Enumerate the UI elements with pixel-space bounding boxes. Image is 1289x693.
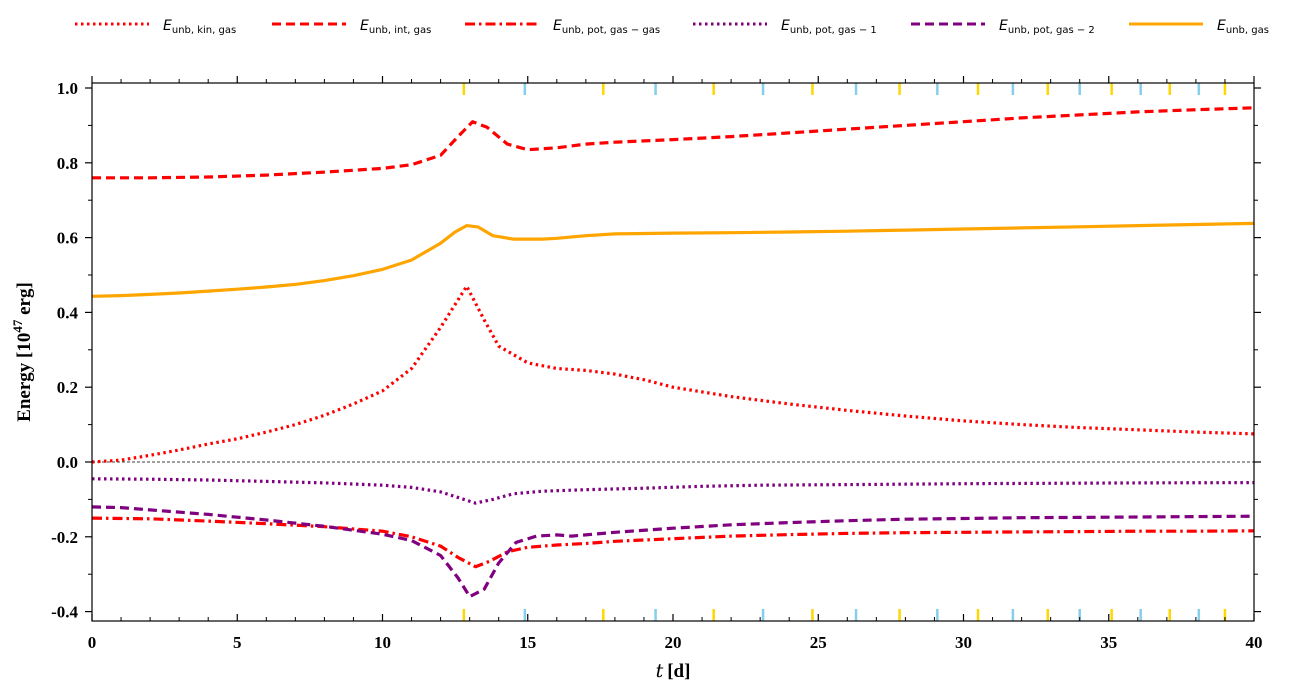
x-axis-label-unit: [d] <box>667 661 690 682</box>
series-line-1 <box>92 106 1255 180</box>
series-line-4 <box>91 505 1255 599</box>
legend-label-0: Eunb, kin, gas <box>163 18 236 36</box>
y-axis-label-exp: 47 <box>10 319 25 333</box>
y-tick-label-3: 0.2 <box>57 378 78 397</box>
series-line-5 <box>91 221 1255 298</box>
x-axis-label-main: t <box>656 660 664 682</box>
series-line-2 <box>91 516 1255 569</box>
y-tick-label-1: -0.2 <box>51 528 78 547</box>
y-tick-label-7: 1.0 <box>57 79 78 98</box>
y-axis-label-unit: erg] <box>14 282 35 319</box>
legend: Eunb, kin, gas Eunb, int, gas Eunb, pot, g… <box>75 18 1269 36</box>
event-markers <box>462 83 1227 621</box>
series-group <box>91 106 1255 599</box>
y-tick-labels: -0.4 -0.2 0.0 0.2 0.4 0.6 0.8 1.0 <box>51 79 78 622</box>
y-tick-label-2: 0.0 <box>57 453 78 472</box>
x-tick-label-1: 5 <box>233 633 242 652</box>
legend-label-2: Eunb, pot, gas − gas <box>553 18 660 36</box>
x-tick-label-2: 10 <box>374 633 391 652</box>
x-tick-label-7: 35 <box>1100 633 1117 652</box>
x-tick-label-6: 30 <box>955 633 972 652</box>
y-tick-label-4: 0.4 <box>57 303 79 322</box>
x-tick-label-5: 25 <box>810 633 827 652</box>
series-line-3 <box>91 477 1255 505</box>
legend-label-3: Eunb, pot, gas − 1 <box>781 18 877 36</box>
plot-frame <box>91 82 1255 622</box>
x-tick-label-8: 40 <box>1246 633 1263 652</box>
x-tick-label-4: 20 <box>665 633 682 652</box>
y-tick-label-0: -0.4 <box>51 603 78 622</box>
legend-label-1: Eunb, int, gas <box>360 18 431 36</box>
x-axis-label: t [d] <box>656 660 691 682</box>
x-tick-labels: 0 5 10 15 20 25 30 35 40 <box>88 633 1263 652</box>
axis-ticks <box>85 76 1261 621</box>
legend-label-5: Eunb, gas <box>1217 18 1269 36</box>
y-axis-label: Energy [1047 erg] <box>10 282 35 422</box>
x-tick-label-0: 0 <box>88 633 97 652</box>
legend-label-4: Eunb, pot, gas − 2 <box>999 18 1095 36</box>
series-line-0 <box>91 284 1255 464</box>
x-tick-label-3: 15 <box>519 633 536 652</box>
y-tick-label-6: 0.8 <box>57 154 78 173</box>
y-axis-label-main: Energy [10 <box>14 333 35 422</box>
y-tick-label-5: 0.6 <box>57 229 78 248</box>
